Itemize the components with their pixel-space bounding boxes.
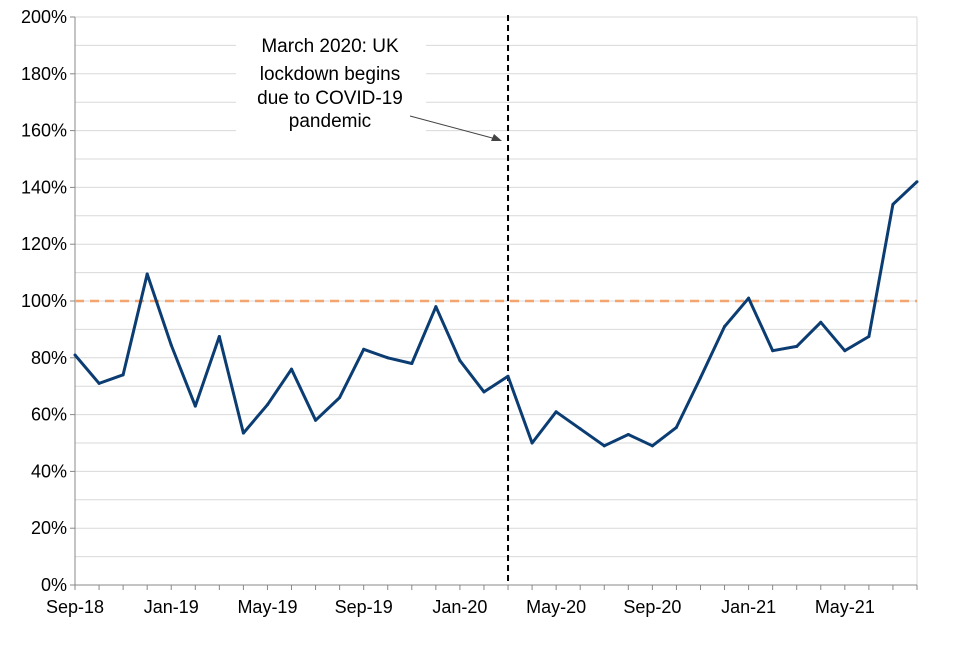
data-point	[145, 272, 149, 276]
x-tick-label: Sep-19	[335, 597, 393, 617]
y-tick-label: 160%	[21, 121, 67, 141]
data-point	[97, 381, 101, 385]
data-point	[578, 427, 582, 431]
data-point	[314, 418, 318, 422]
data-point	[723, 325, 727, 329]
x-tick-label: Sep-20	[623, 597, 681, 617]
data-point	[747, 296, 751, 300]
data-point	[795, 344, 799, 348]
data-point	[482, 390, 486, 394]
data-point	[458, 359, 462, 363]
data-point	[530, 441, 534, 445]
data-point	[362, 347, 366, 351]
gridlines	[75, 16, 918, 585]
data-point	[843, 349, 847, 353]
series-line	[73, 180, 919, 448]
data-point	[867, 335, 871, 338]
x-tick-label: May-19	[237, 597, 297, 617]
data-point	[169, 343, 173, 347]
y-tick-label: 100%	[21, 291, 67, 311]
data-point	[410, 361, 414, 365]
data-point	[241, 431, 245, 435]
y-axis: 0% 20% 40% 60% 80% 100% 120% 140% 160% 180% 200%	[21, 7, 76, 595]
x-tick-label: May-21	[815, 597, 875, 617]
y-tick-label: 180%	[21, 64, 67, 84]
data-point	[265, 403, 269, 407]
y-tick-label: 20%	[31, 518, 67, 538]
y-tick-label: 140%	[21, 177, 67, 197]
data-point	[626, 432, 630, 436]
y-tick-label: 40%	[31, 461, 67, 481]
data-point	[819, 320, 823, 324]
annotation-line-4: pandemic	[289, 111, 371, 132]
data-point	[217, 335, 221, 338]
arrow-head-icon	[491, 134, 502, 141]
data-point	[434, 305, 438, 309]
x-tick-label: Jan-20	[432, 597, 487, 617]
x-tick-label: Sep-18	[46, 597, 104, 617]
x-axis: Sep-18 Jan-19 May-19 Sep-19 Jan-20 May-20 Sep-…	[46, 584, 918, 617]
data-point	[554, 410, 558, 414]
data-point	[506, 374, 510, 378]
y-tick-label: 0%	[41, 575, 67, 595]
data-point	[193, 404, 197, 408]
data-point	[915, 180, 919, 184]
annotation-line-1: March 2020: UK	[261, 36, 399, 57]
data-point	[121, 373, 125, 377]
data-point	[73, 353, 77, 357]
data-point	[771, 349, 775, 353]
data-points	[73, 180, 919, 448]
annotation: March 2020: UK lockdown begins due to CO…	[236, 28, 502, 141]
y-tick-label: 60%	[31, 405, 67, 425]
x-tick-label: May-20	[526, 597, 586, 617]
data-point	[602, 444, 606, 448]
annotation-arrow	[409, 115, 497, 140]
y-tick-label: 200%	[21, 7, 67, 27]
data-point	[674, 425, 678, 429]
data-point	[698, 376, 702, 380]
x-tick-label: Jan-21	[721, 597, 776, 617]
annotation-line-2: lockdown begins	[260, 64, 400, 85]
data-point	[650, 444, 654, 448]
data-point	[290, 367, 294, 371]
y-tick-label: 80%	[31, 348, 67, 368]
data-point	[891, 202, 895, 206]
annotation-line-3: due to COVID-19	[257, 88, 403, 109]
data-point	[338, 396, 342, 400]
data-point	[386, 356, 390, 360]
x-tick-label: Jan-19	[144, 597, 199, 617]
y-tick-label: 120%	[21, 234, 67, 254]
